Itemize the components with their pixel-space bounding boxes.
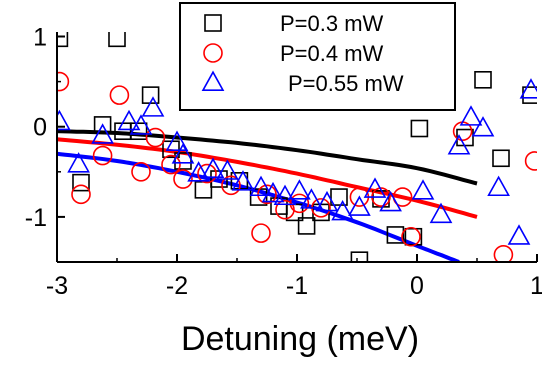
point-square-9 [194,181,213,199]
point-circle-3 [109,85,130,105]
point-triangle-22 [411,179,435,200]
point-square-17 [330,188,348,206]
legend-marker-circle [203,43,223,63]
point-square-22 [410,119,429,138]
point-circle-1 [71,184,91,205]
point-square-1 [108,32,126,48]
point-triangle-19 [348,195,371,216]
point-square-15 [297,217,316,235]
point-triangle-3 [117,109,141,131]
point-triangle-12 [249,175,273,197]
point-triangle-26 [471,116,495,137]
y-tick-label: -1 [25,204,47,232]
point-square-0 [57,32,69,48]
point-triangle-14 [273,184,297,206]
x-tick-label: -1 [286,272,308,300]
point-circle-18 [401,226,421,247]
axes: -3 -2 -1 0 1 -1 0 1 [25,24,542,300]
point-triangle-6 [165,130,189,151]
point-triangle-21 [379,190,402,212]
point-circle-5 [145,127,166,148]
data-markers [57,32,537,262]
point-square-2 [72,173,90,192]
point-square-24 [474,71,492,89]
point-triangle-28 [507,224,531,245]
point-square-20 [386,226,405,244]
point-square-3 [93,116,112,134]
point-triangle-1 [67,152,90,173]
point-square-7 [162,140,180,159]
y-tick-label: 1 [33,24,47,52]
point-triangle-11 [231,170,255,191]
fit-line-0 [57,129,478,186]
point-square-12 [249,188,268,206]
legend: P=0.3 mW P=0.4 mW P=0.55 mW [179,2,456,111]
point-circle-7 [173,169,193,189]
point-triangle-27 [487,175,510,197]
legend-marker-square [204,14,222,32]
point-circle-9 [221,175,241,196]
point-circle-8 [197,163,217,184]
point-triangle-4 [129,114,153,135]
point-circle-12 [275,199,295,220]
point-circle-2 [92,145,113,166]
point-circle-0 [57,71,70,92]
point-triangle-24 [447,134,471,155]
point-square-5 [129,122,148,141]
legend-label: P=0.55 mW [288,71,404,96]
point-triangle-10 [216,159,239,180]
point-square-8 [174,152,192,170]
point-triangle-29 [519,78,537,99]
point-triangle-13 [261,181,285,203]
legend-label: P=0.4 mW [280,41,384,66]
point-triangle-25 [459,105,483,126]
point-triangle-20 [363,177,387,198]
point-circle-21 [524,151,537,171]
x-tick-label: -2 [166,272,188,300]
point-triangle-16 [300,188,323,209]
point-triangle-2 [91,123,114,144]
point-square-18 [350,251,369,262]
legend-label: P=0.3 mW [280,11,384,36]
legend-box [179,2,456,111]
point-triangle-9 [201,157,225,178]
point-circle-11 [257,184,277,205]
point-circle-6 [161,154,181,175]
point-triangle-15 [288,179,311,200]
point-triangle-5 [141,96,165,117]
point-circle-10 [251,223,271,243]
point-triangle-7 [171,143,195,164]
legend-marker-triangle [201,70,225,91]
x-tick-label: -3 [46,272,68,300]
point-triangle-23 [429,202,453,224]
point-circle-20 [493,244,514,262]
fit-line-1 [57,137,478,219]
point-triangle-18 [331,199,354,221]
point-circle-4 [131,162,151,182]
point-square-25 [492,149,510,168]
x-axis-title: Detuning (meV) [181,320,419,358]
point-triangle-17 [315,190,339,212]
point-circle-13 [289,193,310,214]
x-tick-label: 0 [410,272,424,300]
y-tick-label: 0 [33,114,47,142]
point-triangle-8 [187,161,210,182]
point-triangle-0 [57,109,71,131]
x-tick-label: 1 [530,272,542,300]
